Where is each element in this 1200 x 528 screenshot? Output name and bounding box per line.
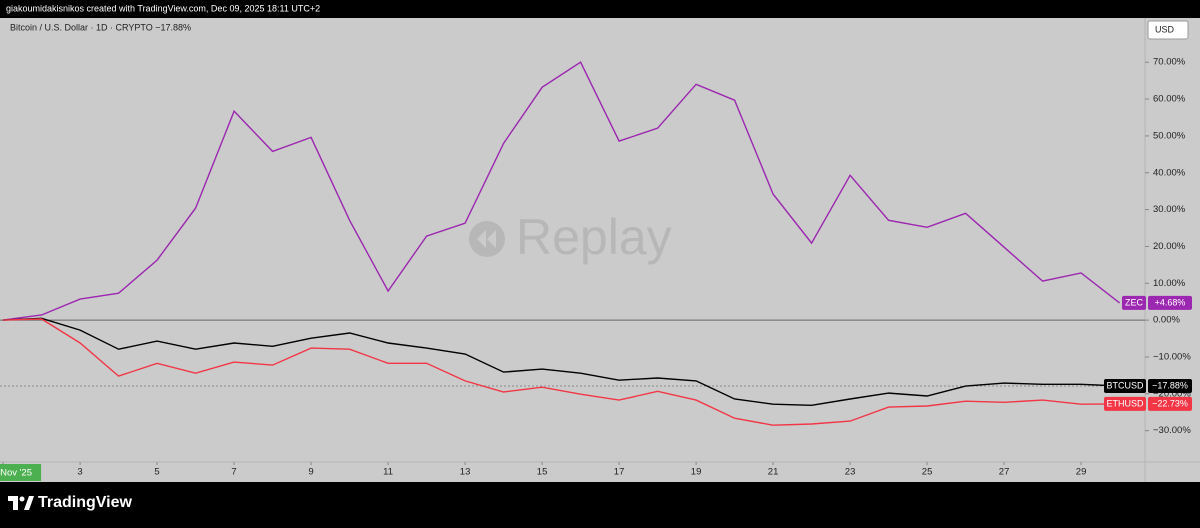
y-tick-label: 60.00%	[1153, 94, 1186, 105]
series-line	[3, 61, 1121, 321]
series-line	[3, 318, 1120, 426]
y-tick-label: 20.00%	[1153, 241, 1186, 252]
bottom-bar	[0, 482, 1200, 523]
chart-background	[0, 18, 1200, 482]
brand-logo	[8, 496, 34, 510]
value-label: +4.68%	[1155, 297, 1186, 307]
x-tick-label: 21	[768, 467, 779, 478]
y-tick-label: 0.00%	[1153, 315, 1180, 326]
currency[interactable]: USD	[1155, 24, 1175, 34]
x-tick-label: 17	[614, 467, 625, 478]
series-tag	[1122, 295, 1146, 310]
attribution: giakoumidakisnikos created with TradingV…	[6, 3, 320, 13]
legend-label: ETHUSD	[1106, 398, 1144, 408]
brand: TradingView	[38, 494, 133, 511]
value-label: −17.88%	[1152, 380, 1188, 390]
x-tick-label: 9	[308, 467, 313, 478]
logo-dot	[19, 496, 25, 502]
top-bar	[0, 0, 1200, 18]
x-tick-label: 13	[460, 467, 471, 478]
x-tick-label: 7	[231, 467, 236, 478]
y-tick-label: −10.00%	[1153, 352, 1191, 363]
x-tick-label: 11	[383, 467, 393, 478]
legend-label: ZEC	[1125, 297, 1144, 307]
x-tick-label: 29	[1076, 467, 1087, 478]
y-tick-label: 50.00%	[1153, 130, 1186, 141]
series-tag	[1104, 396, 1146, 411]
value-tag	[1148, 396, 1192, 411]
currency-box[interactable]	[1147, 20, 1189, 40]
watermark-icon-arrows	[477, 230, 496, 248]
x-tick-label: 25	[922, 467, 933, 478]
legend-label: BTCUSD	[1106, 380, 1144, 390]
value-tag	[1148, 379, 1192, 394]
y-tick-label: 10.00%	[1153, 278, 1186, 289]
logo-mark	[8, 496, 18, 510]
x-tick-label: 3	[77, 467, 82, 478]
y-tick-label: 70.00%	[1153, 57, 1186, 68]
x-tick-label: 23	[845, 467, 856, 478]
x-tick-label: Nov '25	[0, 468, 32, 479]
watermark-text: Replay	[516, 209, 672, 265]
watermark: Replay	[469, 209, 672, 265]
y-tick-label: −30.00%	[1153, 425, 1191, 436]
x-tick-label: 15	[537, 467, 548, 478]
x-tick-highlight	[0, 464, 42, 481]
y-tick-label: 30.00%	[1153, 204, 1186, 215]
chart-title: Bitcoin / U.S. Dollar · 1D · CRYPTO −17.…	[10, 22, 191, 32]
series-line	[3, 317, 1120, 407]
series-tag	[1104, 379, 1146, 394]
x-tick-label: 19	[691, 467, 702, 478]
x-tick-label: 27	[999, 467, 1010, 478]
logo-slash	[24, 496, 34, 510]
y-tick-label: −20.00%	[1153, 388, 1191, 399]
value-tag	[1148, 295, 1192, 310]
x-tick-label: 5	[154, 467, 159, 478]
value-label: −22.73%	[1152, 398, 1188, 408]
y-tick-label: 40.00%	[1153, 167, 1186, 178]
